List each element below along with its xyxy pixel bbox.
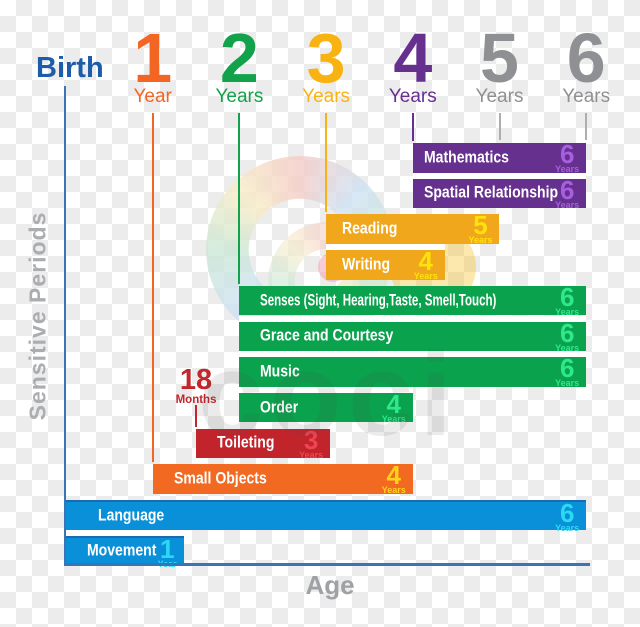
bar-duration-value: 6 Years bbox=[555, 281, 580, 317]
bar-duration-unit: Years bbox=[555, 378, 580, 389]
bar-grace-and-courtesy: Grace and Courtesy 6 Years bbox=[239, 317, 587, 353]
bar-small-objects: Small Objects 4 Years bbox=[152, 460, 413, 496]
bar-label: Senses (Sight, Hearing,Taste, Smell,Touc… bbox=[260, 291, 497, 310]
bar-duration-number: 1 bbox=[159, 533, 175, 564]
bar-duration-number: 3 bbox=[303, 424, 319, 455]
bar-duration-number: 6 bbox=[559, 139, 575, 169]
year-4-tick-line bbox=[411, 113, 414, 141]
bar-duration-value: 5 Years bbox=[468, 210, 493, 246]
bar-reading: Reading 5 Years bbox=[326, 210, 500, 246]
year-4-tick-number: 4 bbox=[393, 19, 433, 97]
bar-duration-unit: Years bbox=[381, 485, 406, 496]
year-3-tick-number: 3 bbox=[306, 19, 346, 97]
bar-duration-number: 6 bbox=[559, 317, 575, 348]
age-axis-label: Age bbox=[305, 570, 355, 600]
year-2-tick-unit: Years bbox=[215, 86, 264, 107]
eighteen-months-line bbox=[195, 405, 198, 427]
bar-label: Toileting bbox=[217, 433, 275, 452]
bar-label: Movement bbox=[87, 541, 157, 560]
bar-label: Mathematics bbox=[423, 148, 509, 167]
bar-label: Reading bbox=[342, 219, 398, 238]
bar-duration-unit: Years bbox=[555, 199, 580, 210]
x-axis-line bbox=[64, 563, 590, 566]
bar-duration-number: 6 bbox=[559, 281, 575, 312]
bar-duration-value: 6 Years bbox=[555, 317, 580, 353]
year-2-tick-number: 2 bbox=[219, 19, 259, 97]
bar-movement: Movement1Year bbox=[66, 533, 184, 568]
bar-duration-value: 6 Years bbox=[555, 139, 580, 174]
bar-toileting: Toileting 3 Years bbox=[196, 424, 331, 460]
bar-writing: Writing 4 Years bbox=[326, 246, 445, 282]
birth-label: Birth bbox=[36, 52, 104, 84]
year-6-tick-number: 6 bbox=[566, 19, 606, 97]
bar-duration-number: 4 bbox=[418, 246, 433, 277]
year-2-tick-line bbox=[238, 113, 241, 284]
bar-duration-value: 4 Years bbox=[381, 460, 406, 496]
year-1-tick-line bbox=[151, 113, 154, 463]
bar-duration-unit: Years bbox=[468, 235, 493, 246]
year-3-tick-unit: Years bbox=[302, 86, 351, 107]
y-axis-line bbox=[64, 86, 66, 565]
bar-duration-value: 6 Years bbox=[555, 174, 580, 210]
bar-duration-value: 4 Years bbox=[381, 388, 406, 424]
bar-duration-unit: Years bbox=[381, 413, 406, 424]
bar-duration-number: 5 bbox=[473, 210, 488, 241]
bar-duration-value: 3 Years bbox=[299, 424, 324, 460]
year-4-tick-unit: Years bbox=[388, 86, 437, 107]
bar-mathematics: Mathematics 6 Years bbox=[412, 139, 587, 174]
bar-label: Music bbox=[260, 362, 301, 381]
year-5-tick-unit: Years bbox=[475, 86, 524, 107]
bar-duration-unit: Years bbox=[555, 342, 580, 353]
bar-duration-number: 6 bbox=[559, 174, 575, 205]
eighteen-months-unit: Months bbox=[175, 394, 217, 406]
bar-label: Order bbox=[260, 398, 299, 417]
bar-duration-unit: Years bbox=[555, 164, 580, 174]
year-5-tick-line bbox=[498, 113, 501, 140]
bar-senses-sight-hearing-taste-smell-touch: Senses (Sight, Hearing,Taste, Smell,Touc… bbox=[239, 281, 587, 317]
bar-duration-number: 6 bbox=[559, 353, 575, 384]
year-1-tick-number: 1 bbox=[133, 19, 173, 97]
bar-duration-number: 4 bbox=[386, 388, 401, 419]
bar-label: Language bbox=[98, 506, 165, 525]
bar-duration-number: 4 bbox=[386, 460, 401, 491]
bar-label: Spatial Relationship bbox=[423, 183, 558, 202]
eighteen-months-number: 18 bbox=[179, 364, 213, 396]
year-3-tick-line bbox=[325, 113, 328, 213]
bar-duration-number: 6 bbox=[559, 498, 575, 528]
year-5-tick-number: 5 bbox=[480, 19, 519, 97]
bar-duration-unit: Years bbox=[555, 523, 580, 533]
bar-order: Order 4 Years bbox=[239, 388, 413, 424]
year-1-tick-unit: Year bbox=[133, 86, 172, 107]
bar-duration-unit: Years bbox=[299, 449, 324, 460]
bar-language: Language 6 Years bbox=[66, 498, 587, 533]
bar-label: Grace and Courtesy bbox=[260, 326, 394, 345]
bar-duration-value: 6 Years bbox=[555, 498, 580, 533]
bar-music: Music 6 Years bbox=[239, 353, 587, 389]
bar-duration-value: 6 Years bbox=[555, 353, 580, 389]
bar-spatial-relationship: Spatial Relationship 6 Years bbox=[412, 174, 587, 210]
bar-duration-value: 4 Years bbox=[413, 246, 438, 282]
bar-duration-unit: Years bbox=[555, 306, 580, 317]
year-6-tick-unit: Years bbox=[562, 86, 611, 107]
bar-label: Writing bbox=[342, 255, 391, 274]
bar-label: Small Objects bbox=[173, 469, 267, 488]
bar-duration-unit: Years bbox=[413, 271, 438, 282]
year-6-tick-line bbox=[585, 113, 588, 140]
